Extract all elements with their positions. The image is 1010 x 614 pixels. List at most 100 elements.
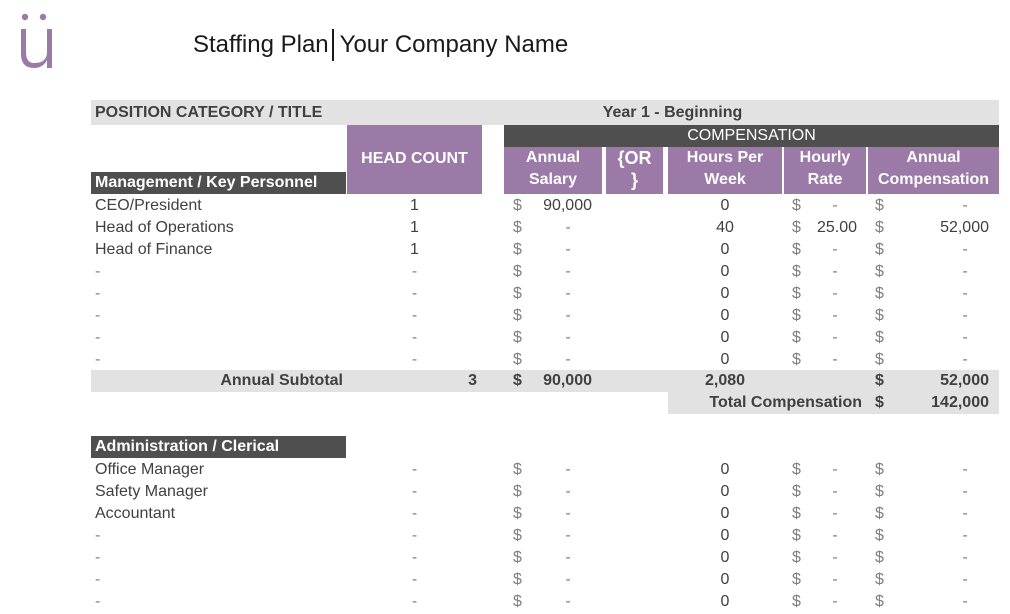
row-head-count: 1	[410, 241, 419, 258]
row-rate-currency: $	[792, 241, 801, 258]
row-head-count: -	[411, 505, 418, 522]
row-rate-currency: $	[792, 593, 801, 610]
row-head-count: -	[411, 307, 418, 324]
row-salary: -	[565, 329, 571, 346]
page-title: Staffing Plan Your Company Name	[193, 28, 568, 62]
row-salary-currency: $	[513, 197, 522, 214]
row-title: -	[95, 263, 101, 280]
row-rate-currency: $	[792, 329, 801, 346]
row-rate-currency: $	[792, 351, 801, 368]
row-hours: 0	[720, 285, 730, 302]
row-rate-currency: $	[792, 197, 801, 214]
row-annual-comp: -	[962, 307, 968, 324]
row-title: -	[95, 329, 101, 346]
subtotal-hours: 2,080	[704, 372, 746, 389]
row-salary-currency: $	[513, 329, 522, 346]
row-hours: 0	[720, 505, 730, 522]
row-comp-currency: $	[875, 461, 884, 478]
total-compensation-label: Total Compensation	[709, 394, 862, 411]
row-title: CEO/President	[95, 197, 202, 214]
row-salary-currency: $	[513, 307, 522, 324]
row-head-count: -	[411, 571, 418, 588]
row-rate-currency: $	[792, 461, 801, 478]
row-hours: 0	[720, 197, 730, 214]
row-salary-currency: $	[513, 241, 522, 258]
row-comp-currency: $	[875, 219, 884, 236]
row-rate: -	[832, 571, 838, 588]
row-head-count: -	[411, 351, 418, 368]
row-annual-comp: -	[962, 461, 968, 478]
row-hours: 40	[716, 219, 734, 236]
row-hours: 0	[720, 483, 730, 500]
row-hours: 0	[720, 549, 730, 566]
row-rate: -	[832, 549, 838, 566]
row-hours: 0	[720, 351, 730, 368]
row-salary: -	[565, 505, 571, 522]
row-title: Head of Operations	[95, 219, 234, 236]
subtotal-label: Annual Subtotal	[220, 372, 343, 389]
row-salary-currency: $	[513, 351, 522, 368]
row-comp-currency: $	[875, 483, 884, 500]
row-head-count: -	[411, 285, 418, 302]
row-annual-comp: 52,000	[940, 219, 989, 236]
row-annual-comp: -	[962, 263, 968, 280]
row-salary: -	[565, 549, 571, 566]
row-salary-currency: $	[513, 483, 522, 500]
total-band	[668, 392, 999, 414]
row-salary-currency: $	[513, 219, 522, 236]
row-head-count: -	[411, 263, 418, 280]
subtotal-salary: 90,000	[543, 372, 592, 389]
row-rate-currency: $	[792, 307, 801, 324]
row-title: Safety Manager	[95, 483, 208, 500]
row-rate-currency: $	[792, 505, 801, 522]
row-head-count: -	[411, 527, 418, 544]
row-rate-currency: $	[792, 219, 801, 236]
row-annual-comp: -	[962, 483, 968, 500]
row-title: Office Manager	[95, 461, 205, 478]
row-hours: 0	[720, 307, 730, 324]
row-salary: -	[565, 241, 571, 258]
row-head-count: 1	[410, 197, 419, 214]
compensation-header: COMPENSATION	[504, 125, 999, 147]
row-annual-comp: -	[962, 527, 968, 544]
row-comp-currency: $	[875, 571, 884, 588]
row-rate: -	[832, 351, 838, 368]
row-title: -	[95, 571, 101, 588]
row-annual-comp: -	[962, 549, 968, 566]
row-salary-currency: $	[513, 505, 522, 522]
row-hours: 0	[720, 571, 730, 588]
row-salary-currency: $	[513, 263, 522, 280]
row-head-count: -	[411, 329, 418, 346]
row-comp-currency: $	[875, 527, 884, 544]
row-head-count: -	[411, 593, 418, 610]
row-annual-comp: -	[962, 329, 968, 346]
or-header-line1: {OR	[617, 148, 652, 168]
row-title: Accountant	[95, 505, 176, 522]
row-hours: 0	[720, 329, 730, 346]
row-salary: -	[565, 219, 571, 236]
row-comp-currency: $	[875, 351, 884, 368]
row-rate: -	[832, 483, 838, 500]
annual-salary-header-line1: Annual	[525, 149, 581, 166]
row-rate: -	[832, 527, 838, 544]
row-salary-currency: $	[513, 527, 522, 544]
row-salary: -	[565, 461, 571, 478]
row-annual-comp: -	[962, 593, 968, 610]
annual-salary-header-line2: Salary	[528, 171, 578, 188]
or-header-line2: }	[630, 170, 638, 190]
row-comp-currency: $	[875, 263, 884, 280]
row-comp-currency: $	[875, 329, 884, 346]
row-title: Head of Finance	[95, 241, 213, 258]
hours-per-week-header-line2: Week	[704, 171, 746, 188]
row-rate-currency: $	[792, 571, 801, 588]
annual-compensation-header-line1: Annual	[906, 149, 961, 166]
section-label-administration: Administration / Clerical	[91, 436, 346, 458]
row-title: -	[95, 549, 101, 566]
row-rate-currency: $	[792, 263, 801, 280]
row-comp-currency: $	[875, 549, 884, 566]
year-header: Year 1 - Beginning	[346, 100, 999, 125]
row-rate: -	[832, 461, 838, 478]
annual-compensation-header-line2: Compensation	[877, 171, 990, 188]
row-rate: -	[832, 263, 838, 280]
section-label-management: Management / Key Personnel	[91, 172, 346, 194]
